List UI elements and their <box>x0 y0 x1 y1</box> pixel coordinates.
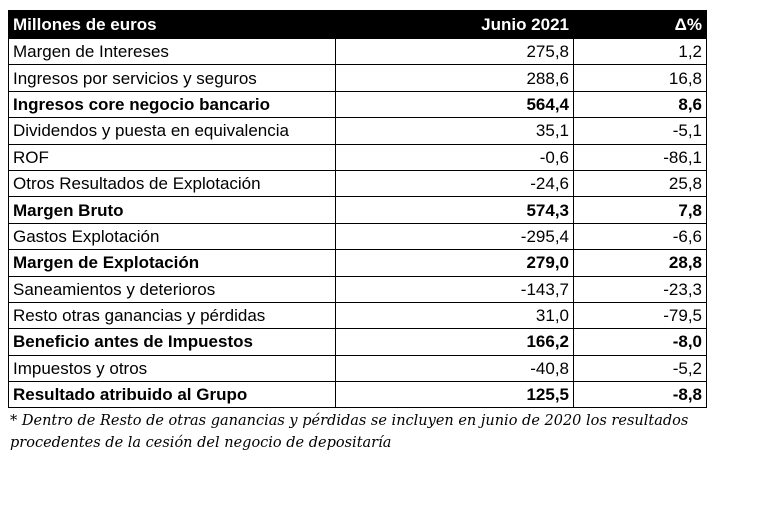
row-value: 564,4 <box>335 90 574 119</box>
row-value: -0,6 <box>335 143 574 171</box>
row-label: Resultado atribuido al Grupo <box>8 381 336 409</box>
table-row: Margen de Explotación 279,0 28,8 <box>8 249 707 277</box>
table-row: Saneamientos y deterioros -143,7 -23,3 <box>8 275 707 303</box>
table-row: Dividendos y puesta en equivalencia 35,1-… <box>8 117 707 145</box>
row-change: -79,5 <box>573 301 707 330</box>
row-label: Margen de Explotación <box>8 249 336 277</box>
row-label: Ingresos por servicios y seguros <box>8 64 336 92</box>
row-value: 574,3 <box>335 196 574 224</box>
row-label: Dividendos y puesta en equivalencia <box>8 117 336 145</box>
footnote: * Dentro de Resto de otras ganancias y p… <box>10 410 775 454</box>
header-delta-percent: Δ% <box>573 10 707 39</box>
row-change: 16,8 <box>573 64 707 92</box>
row-value: 288,6 <box>335 64 574 92</box>
row-change: 7,8 <box>573 196 707 224</box>
financial-results-table: Millones de euros Junio 2021 Δ% Margen d… <box>8 10 707 409</box>
row-label: Margen de Intereses <box>8 37 336 66</box>
row-change: -8,0 <box>573 328 707 356</box>
footnote-line-2: procedentes de la cesión del negocio de … <box>10 435 392 451</box>
row-label: Resto otras ganancias y pérdidas <box>8 301 336 330</box>
footnote-line-1: * Dentro de Resto de otras ganancias y p… <box>10 413 689 429</box>
table-row: Impuestos y otros -40,8 -5,2 <box>8 354 707 383</box>
row-value: 35,1 <box>335 117 574 145</box>
header-millones: Millones de euros <box>8 10 336 39</box>
row-label: Beneficio antes de Impuestos <box>8 328 336 356</box>
row-value: -143,7 <box>335 275 574 303</box>
row-label: Saneamientos y deterioros <box>8 275 336 303</box>
table-row: Gastos Explotación -295,4 -6,6 <box>8 222 707 251</box>
row-change: 25,8 <box>573 169 707 198</box>
row-change: -86,1 <box>573 143 707 171</box>
row-change: 1,2 <box>573 37 707 66</box>
row-change: -5,1 <box>573 117 707 145</box>
row-label: Impuestos y otros <box>8 354 336 383</box>
row-label: Ingresos core negocio bancario <box>8 90 336 119</box>
row-value: 279,0 <box>335 249 574 277</box>
row-value: 125,5 <box>335 381 574 409</box>
row-label: Margen Bruto <box>8 196 336 224</box>
row-change: 28,8 <box>573 249 707 277</box>
row-change: -6,6 <box>573 222 707 251</box>
table-header-row: Millones de euros Junio 2021 Δ% <box>8 10 707 39</box>
row-change: -5,2 <box>573 354 707 383</box>
row-value: 31,0 <box>335 301 574 330</box>
row-value: -295,4 <box>335 222 574 251</box>
row-change: -8,8 <box>573 381 707 409</box>
row-change: 8,6 <box>573 90 707 119</box>
table-row: Beneficio antes de Impuestos 166,2 -8,0 <box>8 328 707 356</box>
row-change: -23,3 <box>573 275 707 303</box>
table-body: Margen de Intereses 275,8 1,2 Ingresos por … <box>8 37 707 409</box>
row-value: -24,6 <box>335 169 574 198</box>
table-row: Resultado atribuido al Grupo 125,5 -8,8 <box>8 381 707 409</box>
row-value: 275,8 <box>335 37 574 66</box>
row-value: 166,2 <box>335 328 574 356</box>
row-label: ROF <box>8 143 336 171</box>
table-row: Margen de Intereses 275,8 1,2 <box>8 37 707 66</box>
row-label: Otros Resultados de Explotación <box>8 169 336 198</box>
table-row: Ingresos por servicios y seguros 288,6 16,… <box>8 64 707 92</box>
table-row: ROF -0,6 -86,1 <box>8 143 707 171</box>
table-row: Margen Bruto 574,3 7,8 <box>8 196 707 224</box>
header-junio-2021: Junio 2021 <box>335 10 574 39</box>
table-row: Resto otras ganancias y pérdidas 31,0 -79,… <box>8 301 707 330</box>
row-value: -40,8 <box>335 354 574 383</box>
table-row: Otros Resultados de Explotación -24,6 25,8 <box>8 169 707 198</box>
row-label: Gastos Explotación <box>8 222 336 251</box>
table-row: Ingresos core negocio bancario 564,4 8,6 <box>8 90 707 119</box>
